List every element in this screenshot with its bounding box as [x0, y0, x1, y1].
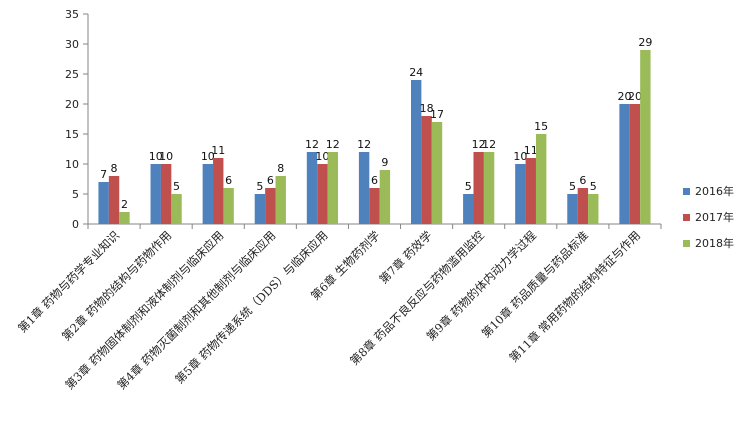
data-label: 12	[482, 138, 496, 151]
bar	[640, 50, 651, 224]
bar	[525, 158, 536, 224]
data-label: 5	[173, 180, 180, 193]
bar	[577, 188, 589, 224]
data-label: 10	[149, 150, 163, 163]
bar	[473, 152, 484, 224]
y-tick-label: 20	[65, 98, 79, 111]
bar	[213, 158, 224, 224]
x-category-label: 第2章 药物的结构与药物作用	[59, 228, 174, 343]
data-label: 8	[277, 162, 284, 175]
data-label: 12	[357, 138, 371, 151]
bar	[421, 116, 432, 224]
data-label: 8	[111, 162, 118, 175]
data-label: 10	[513, 150, 527, 163]
bar	[369, 188, 380, 224]
bar	[171, 194, 182, 224]
legend-item-2016: 2016年	[683, 178, 734, 204]
bar	[327, 152, 339, 224]
bar	[358, 152, 370, 224]
bar	[567, 194, 578, 224]
data-label: 11	[524, 144, 538, 157]
legend-swatch-2016	[683, 187, 690, 195]
bar	[619, 104, 630, 224]
data-label: 9	[381, 156, 388, 169]
data-label: 20	[628, 90, 642, 103]
data-label: 24	[409, 66, 423, 79]
data-label: 11	[211, 144, 225, 157]
legend-label-2017: 2017年	[695, 211, 734, 224]
data-label: 17	[430, 108, 444, 121]
bar	[629, 104, 641, 224]
y-tick-label: 15	[65, 128, 79, 141]
x-category-label: 第10章 药品质量与药品标准	[479, 228, 591, 340]
x-category-label: 第1章 药物与药学专业知识	[15, 228, 122, 335]
bar	[275, 176, 286, 224]
data-label: 2	[121, 198, 128, 211]
bar	[463, 194, 474, 224]
bar	[588, 194, 599, 224]
bar	[515, 164, 526, 224]
bar	[306, 152, 318, 224]
legend-label-2016: 2016年	[695, 185, 734, 198]
bar	[98, 182, 109, 224]
y-tick-label: 35	[65, 8, 79, 21]
legend-label-2018: 2018年	[695, 237, 734, 250]
data-label: 15	[534, 120, 548, 133]
bar	[223, 188, 234, 224]
data-label: 5	[465, 180, 472, 193]
data-label: 20	[618, 90, 632, 103]
y-tick-label: 0	[72, 218, 79, 231]
data-label: 12	[472, 138, 486, 151]
data-label: 12	[326, 138, 340, 151]
data-label: 6	[371, 174, 378, 187]
legend-item-2017: 2017年	[683, 204, 734, 230]
data-label: 18	[420, 102, 434, 115]
data-label: 10	[201, 150, 215, 163]
y-tick-label: 30	[65, 38, 79, 51]
bar	[160, 164, 172, 224]
bar	[119, 212, 130, 224]
data-label: 10	[315, 150, 329, 163]
bar	[150, 164, 161, 224]
y-tick-label: 10	[65, 158, 79, 171]
bar	[535, 134, 547, 224]
bar	[410, 80, 422, 224]
bar	[202, 164, 214, 224]
legend-swatch-2017	[683, 213, 690, 221]
data-label: 6	[267, 174, 274, 187]
data-label: 10	[159, 150, 173, 163]
bar	[265, 188, 276, 224]
data-label: 5	[590, 180, 597, 193]
data-label: 6	[579, 174, 586, 187]
bar	[254, 194, 266, 224]
bar	[317, 164, 328, 224]
data-label: 5	[569, 180, 576, 193]
data-label: 7	[100, 168, 107, 181]
bar	[108, 176, 120, 224]
data-label: 29	[638, 36, 652, 49]
data-label: 6	[225, 174, 232, 187]
bar	[483, 152, 495, 224]
y-tick-label: 5	[72, 188, 79, 201]
data-label: 12	[305, 138, 319, 151]
bar	[431, 122, 443, 224]
legend-item-2018: 2018年	[683, 230, 734, 256]
legend: 2016年 2017年 2018年	[683, 178, 734, 256]
x-category-label: 第9章 药物的体内动力学过程	[424, 228, 540, 344]
y-tick-label: 25	[65, 68, 79, 81]
bar	[379, 170, 391, 224]
legend-swatch-2018	[683, 239, 690, 247]
data-label: 5	[256, 180, 263, 193]
